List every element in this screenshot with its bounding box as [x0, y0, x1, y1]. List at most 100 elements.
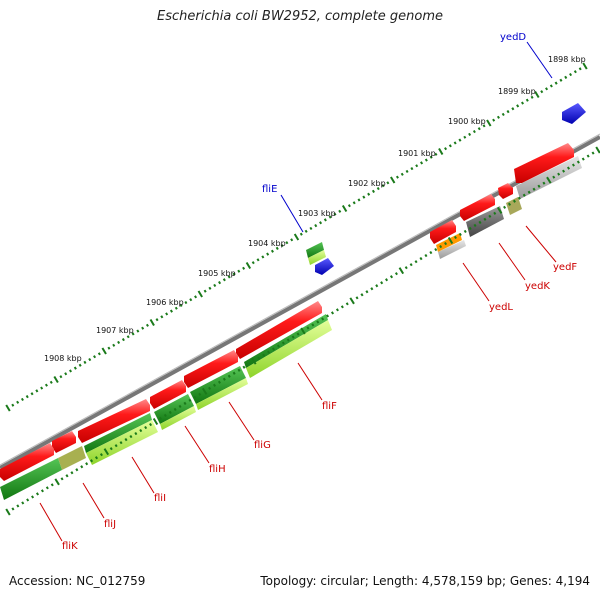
ruler-minor-tick — [472, 130, 476, 134]
ruler-label-1906: 1906 kbp — [146, 298, 184, 307]
ruler-minor-tick — [178, 404, 182, 409]
ruler-minor-tick — [453, 141, 457, 145]
ruler-minor-tick — [468, 132, 472, 136]
ruler-label-1899: 1899 kbp — [498, 87, 536, 96]
gene-label-yedK[interactable]: yedK — [525, 281, 550, 292]
gc-band-yedL-grey — [438, 240, 466, 259]
ruler-minor-tick — [410, 167, 414, 171]
cds-fliI[interactable] — [78, 399, 150, 443]
cds-fliF[interactable] — [236, 301, 322, 359]
ruler-minor-tick — [237, 269, 241, 273]
ruler-minor-tick — [60, 477, 64, 481]
gene-fliE-feature[interactable] — [315, 258, 334, 275]
gene-label-fliF[interactable]: fliF — [322, 401, 337, 412]
gene-label-fliG[interactable]: fliG — [254, 440, 271, 451]
ruler-major-tick — [293, 233, 300, 241]
ruler-minor-tick — [121, 338, 125, 342]
gene-label-fliJ[interactable]: fliJ — [104, 519, 116, 530]
ruler-minor-tick — [591, 151, 595, 155]
ruler-minor-tick — [463, 229, 467, 234]
cds-yedK[interactable] — [460, 194, 495, 221]
gene-label-fliK[interactable]: fliK — [62, 541, 78, 552]
map-title: Escherichia coli BW2952, complete genome — [157, 9, 443, 24]
ruler-minor-tick — [213, 283, 217, 288]
gene-label-yedD[interactable]: yedD — [500, 32, 526, 43]
genome-backbone-highlight — [0, 133, 600, 466]
ruler-label-1901: 1901 kbp — [398, 149, 436, 158]
ruler-minor-tick — [309, 226, 313, 231]
ruler-minor-tick — [319, 221, 323, 225]
ruler-minor-tick — [203, 289, 207, 293]
ruler-label-1898: 1898 kbp — [548, 55, 586, 64]
ruler-minor-tick — [488, 214, 492, 218]
ruler-minor-tick — [493, 211, 497, 215]
ruler-minor-tick — [286, 338, 290, 342]
ruler-minor-tick — [189, 298, 193, 302]
ruler-minor-tick — [208, 386, 212, 390]
ruler-minor-tick — [136, 329, 140, 333]
gene-yedD-feature[interactable] — [562, 103, 586, 124]
ruler-minor-tick — [75, 468, 79, 472]
gene-label-fliH[interactable]: fliH — [209, 464, 226, 475]
ruler-minor-tick — [119, 441, 123, 445]
ruler-minor-tick — [404, 266, 408, 270]
ruler-minor-tick — [375, 284, 379, 288]
ruler-minor-tick — [208, 286, 212, 290]
ruler-minor-tick — [169, 309, 173, 313]
cds-yedL[interactable] — [430, 220, 456, 244]
ruler-minor-tick — [149, 422, 153, 427]
ruler-minor-tick — [444, 241, 448, 246]
ruler-minor-tick — [395, 175, 399, 179]
ruler-minor-tick — [507, 202, 512, 206]
ruler-minor-tick — [381, 184, 385, 188]
ruler-minor-tick — [158, 416, 162, 421]
ruler-minor-tick — [242, 365, 246, 369]
ruler-minor-tick — [227, 275, 231, 279]
ruler-minor-tick — [463, 135, 467, 139]
ruler-minor-tick — [11, 507, 15, 511]
ruler-major-tick — [300, 327, 306, 335]
ruler-minor-tick — [506, 109, 510, 114]
ruler-minor-tick — [434, 152, 438, 156]
ruler-minor-tick — [394, 272, 398, 276]
ruler-minor-tick — [581, 157, 585, 161]
ruler-minor-tick — [564, 75, 568, 80]
ruler-major-tick — [101, 347, 107, 355]
gene-label-fliE[interactable]: fliE — [262, 184, 277, 195]
cds-yedF[interactable] — [514, 143, 574, 183]
ruler-major-tick — [251, 357, 257, 365]
ruler-minor-tick — [360, 293, 364, 297]
ruler-minor-tick — [540, 90, 544, 94]
ruler-minor-tick — [365, 290, 369, 294]
ruler-minor-tick — [542, 181, 546, 185]
gene-label-yedF[interactable]: yedF — [553, 262, 577, 273]
ruler-minor-tick — [271, 347, 276, 351]
ruler-minor-tick — [290, 238, 294, 242]
cds-fliJ[interactable] — [52, 431, 76, 453]
gene-label-fliI[interactable]: fliI — [154, 493, 166, 504]
cds-fliH[interactable] — [150, 380, 186, 409]
ruler-minor-tick — [362, 195, 366, 199]
ruler-minor-tick — [482, 124, 486, 128]
cds-yedE[interactable] — [498, 183, 513, 199]
ruler-major-tick — [438, 147, 444, 156]
ruler-minor-tick — [316, 320, 320, 324]
ruler-minor-tick — [70, 471, 74, 475]
ruler-minor-tick — [549, 84, 553, 88]
ruler-minor-tick — [424, 158, 428, 162]
ruler-major-tick — [5, 404, 11, 412]
ruler-minor-tick — [420, 161, 424, 165]
gene-label-yedL[interactable]: yedL — [489, 302, 513, 313]
ruler-minor-tick — [117, 340, 121, 344]
ruler-minor-tick — [321, 317, 325, 321]
outer-tick-ruler — [5, 62, 588, 412]
ruler-major-tick — [341, 204, 348, 213]
ruler-minor-tick — [25, 394, 29, 399]
ruler-minor-tick — [545, 87, 549, 91]
ruler-minor-tick — [134, 431, 138, 436]
ruler-minor-tick — [20, 397, 24, 402]
ruler-minor-tick — [281, 341, 285, 345]
cds-fliK[interactable] — [0, 443, 54, 481]
ruler-minor-tick — [266, 252, 270, 256]
cds-fliG[interactable] — [184, 350, 238, 388]
